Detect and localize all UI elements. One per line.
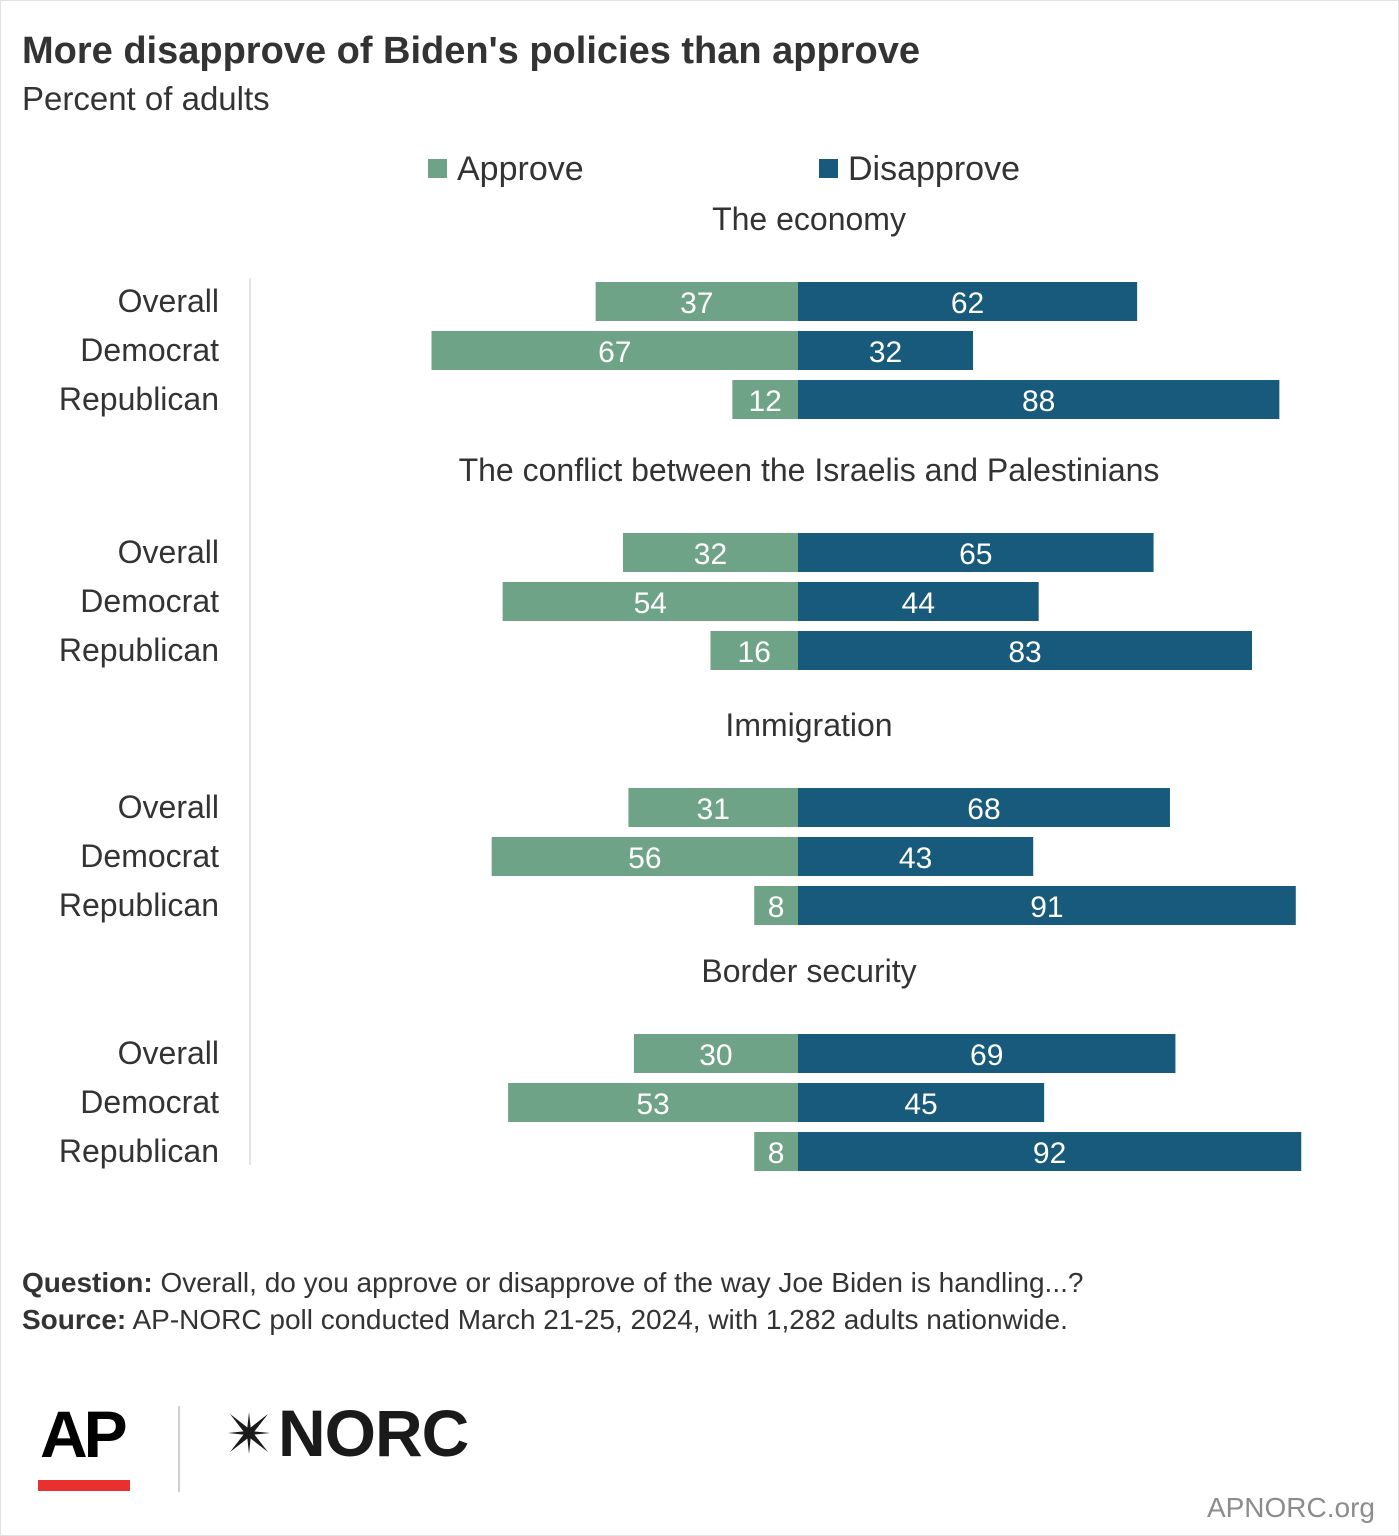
bar-approve [622,533,798,572]
bar-approve [732,380,798,419]
row-label: Republican [59,632,219,668]
row-label: Overall [118,1035,219,1071]
bar-approve [431,331,798,370]
question-note: Question: Overall, do you approve or dis… [22,1267,1083,1299]
norc-logo: NORC [220,1396,469,1470]
row-label: Republican [59,887,219,923]
question-label: Question: [22,1267,153,1298]
data-label-disapprove: 45 [904,1088,937,1121]
data-label-disapprove: 44 [902,587,935,620]
source-text: AP-NORC poll conducted March 21-25, 2024… [126,1304,1068,1335]
row-label: Overall [118,534,219,570]
bar-disapprove [798,331,974,370]
legend-swatch-approve [428,159,447,178]
bar-approve [508,1083,798,1122]
data-label-disapprove: 83 [1008,636,1041,669]
norc-logo-text: NORC [278,1396,469,1470]
bar-disapprove [798,380,1280,419]
group-title: The conflict between the Israelis and Pa… [459,452,1160,488]
row-label: Democrat [80,838,219,874]
row-label: Republican [59,381,219,417]
bar-approve [633,1034,798,1073]
bar-disapprove [798,631,1253,670]
bar-disapprove [798,788,1170,827]
chart-title: More disapprove of Biden's policies than… [22,30,920,72]
ap-logo-underline [38,1480,130,1491]
data-label-approve: 53 [636,1088,669,1121]
source-note: Source: AP-NORC poll conducted March 21-… [22,1304,1068,1336]
ap-logo: AP [40,1397,128,1471]
legend-label-disapprove: Disapprove [848,150,1020,188]
bar-disapprove [798,837,1034,876]
data-label-approve: 30 [699,1039,732,1072]
bar-disapprove [798,582,1039,621]
bar-disapprove [798,533,1154,572]
row-label: Democrat [80,332,219,368]
data-label-approve: 8 [768,891,785,924]
site-url: APNORC.org [1206,1492,1375,1523]
data-label-disapprove: 65 [959,538,992,571]
data-label-disapprove: 92 [1033,1137,1066,1170]
legend-item-disapprove: Disapprove [819,150,1020,189]
legend-item-approve: Approve [428,150,584,189]
data-label-disapprove: 68 [967,793,1000,826]
data-label-disapprove: 91 [1030,891,1063,924]
bar-approve [754,1132,798,1171]
data-label-approve: 31 [697,793,730,826]
group-title: The economy [712,201,906,237]
bar-disapprove [798,886,1296,925]
data-label-approve: 67 [598,336,631,369]
bar-approve [754,886,798,925]
legend-swatch-disapprove [819,159,838,178]
source-label: Source: [22,1304,127,1335]
question-text: Overall, do you approve or disapprove of… [152,1267,1084,1298]
logo-divider [178,1406,180,1492]
data-label-approve: 12 [748,385,781,418]
data-label-approve: 56 [628,842,661,875]
row-label: Republican [59,1133,219,1169]
data-label-disapprove: 32 [869,336,902,369]
bar-approve [710,631,798,670]
group-title: Border security [701,953,916,989]
chart-plot: The economy Overall 37 62 Democrat 67 32 Republ… [59,201,1302,1171]
data-label-approve: 8 [768,1137,785,1170]
data-label-approve: 54 [634,587,667,620]
bar-disapprove [798,1083,1045,1122]
data-label-disapprove: 43 [899,842,932,875]
chart-subtitle: Percent of adults [22,80,270,117]
norc-star-icon [228,1412,270,1454]
data-label-approve: 32 [694,538,727,571]
row-label: Democrat [80,1084,219,1120]
bar-approve [502,582,798,621]
bar-approve [628,788,798,827]
group-title: Immigration [725,707,892,743]
data-label-disapprove: 62 [951,287,984,320]
data-label-approve: 16 [738,636,771,669]
row-label: Overall [118,283,219,319]
row-label: Democrat [80,583,219,619]
bar-approve [491,837,798,876]
bar-disapprove [798,1132,1302,1171]
row-label: Overall [118,789,219,825]
legend-label-approve: Approve [457,150,584,188]
data-label-disapprove: 88 [1022,385,1055,418]
data-label-approve: 37 [680,287,713,320]
data-label-disapprove: 69 [970,1039,1003,1072]
bar-disapprove [798,282,1138,321]
bar-disapprove [798,1034,1176,1073]
bar-approve [595,282,798,321]
